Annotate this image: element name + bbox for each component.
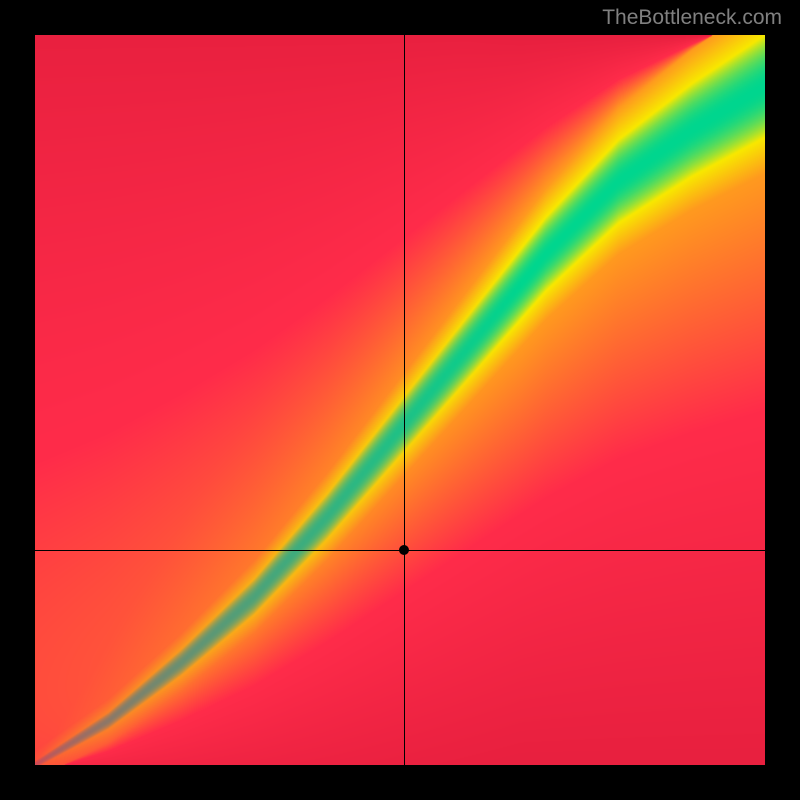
marker-dot xyxy=(399,545,409,555)
crosshair-vertical xyxy=(404,35,405,765)
watermark-text: TheBottleneck.com xyxy=(602,6,782,30)
heatmap-canvas xyxy=(35,35,765,765)
plot-area xyxy=(35,35,765,765)
